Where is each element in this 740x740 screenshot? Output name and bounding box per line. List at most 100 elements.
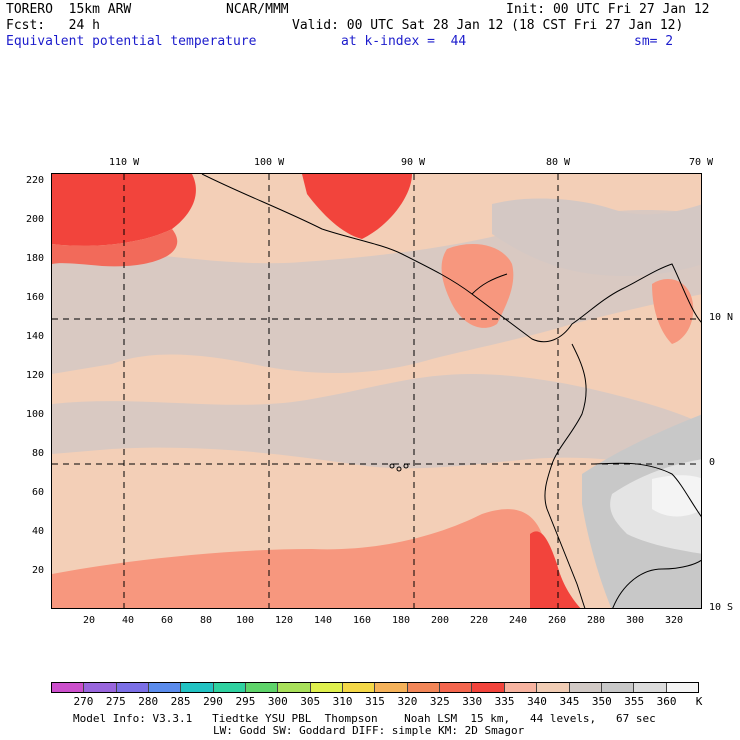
- colorbar-label: 325: [429, 695, 450, 708]
- colorbar-segment: [246, 683, 279, 692]
- y-tick: 140: [26, 331, 45, 342]
- colorbar-label: 360: [656, 695, 677, 708]
- colorbar-segment: [472, 683, 505, 692]
- colorbar-segment: [84, 683, 117, 692]
- salmon-colombia: [652, 279, 694, 344]
- colorbar-segment: [116, 683, 150, 692]
- lon-label-70w: 70 W: [689, 157, 714, 168]
- lon-label-90w: 90 W: [401, 157, 426, 168]
- colorbar-segment: [440, 683, 473, 692]
- colorbar-segment: [343, 683, 376, 692]
- forecast-hour: Fcst: 24 h: [6, 18, 100, 33]
- lat-lon-grid: [52, 174, 701, 608]
- colorbar-label: 345: [559, 695, 580, 708]
- x-tick: 240: [509, 615, 528, 626]
- x-tick: 140: [314, 615, 333, 626]
- y-tick: 200: [26, 214, 45, 225]
- colorbar-segment: [310, 683, 344, 692]
- white-amazon: [652, 475, 701, 517]
- colorbar-segment: [407, 683, 441, 692]
- k-index: at k-index = 44: [341, 34, 467, 49]
- colorbar-segment: [569, 683, 602, 692]
- colorbar-label: 310: [332, 695, 353, 708]
- grey-band-top-right: [492, 198, 701, 276]
- y-tick: 60: [32, 487, 45, 498]
- colorbar-label: 335: [494, 695, 515, 708]
- map-field-svg: [52, 174, 701, 608]
- x-tick: 160: [353, 615, 372, 626]
- coastline: [201, 174, 701, 608]
- y-tick: 40: [32, 526, 45, 537]
- salmon-south: [52, 509, 542, 608]
- galapagos-island: [389, 463, 395, 469]
- salmon-ca: [441, 244, 514, 328]
- colorbar-label: 295: [235, 695, 256, 708]
- colorbar-segment: [375, 683, 408, 692]
- colorbar-label: 320: [397, 695, 418, 708]
- salmon-nw: [52, 229, 178, 267]
- colorbar-segment: [149, 683, 182, 692]
- y-tick: 80: [32, 448, 45, 459]
- x-tick: 40: [122, 615, 135, 626]
- colorbar-segment: [601, 683, 635, 692]
- x-tick: 200: [431, 615, 450, 626]
- y-tick: 180: [26, 253, 45, 264]
- colorbar-label: 275: [105, 695, 126, 708]
- colorbar-label: 305: [300, 695, 321, 708]
- colorbar-segment: [52, 683, 85, 692]
- x-tick: 80: [200, 615, 213, 626]
- colorbar-segment: [537, 683, 570, 692]
- lat-label-10n: 10 N: [709, 312, 734, 323]
- y-tick: 100: [26, 409, 45, 420]
- x-tick: 20: [83, 615, 96, 626]
- x-tick: 280: [587, 615, 606, 626]
- x-tick: 180: [392, 615, 411, 626]
- colorbar: [51, 682, 699, 693]
- colorbar-segment: [278, 683, 311, 692]
- country-borders: [471, 273, 701, 608]
- y-tick: 20: [32, 565, 45, 576]
- smoothing: sm= 2: [634, 34, 674, 49]
- colorbar-segment: [213, 683, 247, 692]
- x-tick: 260: [548, 615, 567, 626]
- x-tick: 320: [665, 615, 684, 626]
- lon-label-110w: 110 W: [109, 157, 140, 168]
- x-tick: 100: [236, 615, 255, 626]
- lon-label-80w: 80 W: [546, 157, 571, 168]
- colorbar-label: 330: [462, 695, 483, 708]
- colorbar-label: 350: [591, 695, 612, 708]
- x-tick: 300: [626, 615, 645, 626]
- x-tick: 60: [161, 615, 174, 626]
- colorbar-label: 315: [365, 695, 385, 708]
- organization: NCAR/MMM: [226, 2, 289, 17]
- lat-label-10s: 10 S: [709, 602, 734, 613]
- lon-label-100w: 100 W: [254, 157, 285, 168]
- x-tick: 220: [470, 615, 489, 626]
- colorbar-label: 340: [527, 695, 547, 708]
- grey-band-middle: [52, 374, 701, 474]
- colorbar-label: 270: [73, 695, 94, 708]
- colorbar-label: 355: [624, 695, 645, 708]
- model-name: TORERO 15km ARW: [6, 2, 132, 17]
- physics-info: LW: Godd SW: Goddard DIFF: simple KM: 2D…: [213, 724, 525, 737]
- field-name: Equivalent potential temperature: [6, 34, 257, 49]
- galapagos-island: [396, 466, 402, 472]
- y-tick: 220: [26, 175, 45, 186]
- colorbar-label: 290: [203, 695, 223, 708]
- colorbar-label: K: [695, 695, 703, 708]
- model-info: Model Info: V3.3.1 Tiedtke YSU PBL Thomp…: [73, 712, 656, 725]
- colorbar-segment: [504, 683, 538, 692]
- colorbar-label: 285: [170, 695, 191, 708]
- colorbar-segment: [666, 683, 698, 692]
- red-mexico: [302, 174, 412, 239]
- colorbar-label: 300: [267, 695, 288, 708]
- colorbar-segment: [181, 683, 214, 692]
- colorbar-label: 280: [138, 695, 159, 708]
- init-time: Init: 00 UTC Fri 27 Jan 12: [506, 2, 710, 17]
- red-peru-coast: [530, 531, 581, 608]
- valid-time: Valid: 00 UTC Sat 28 Jan 12 (18 CST Fri …: [292, 18, 684, 33]
- x-tick: 120: [275, 615, 294, 626]
- y-tick: 160: [26, 292, 45, 303]
- colorbar-segment: [634, 683, 667, 692]
- theta-e-map: [51, 173, 702, 609]
